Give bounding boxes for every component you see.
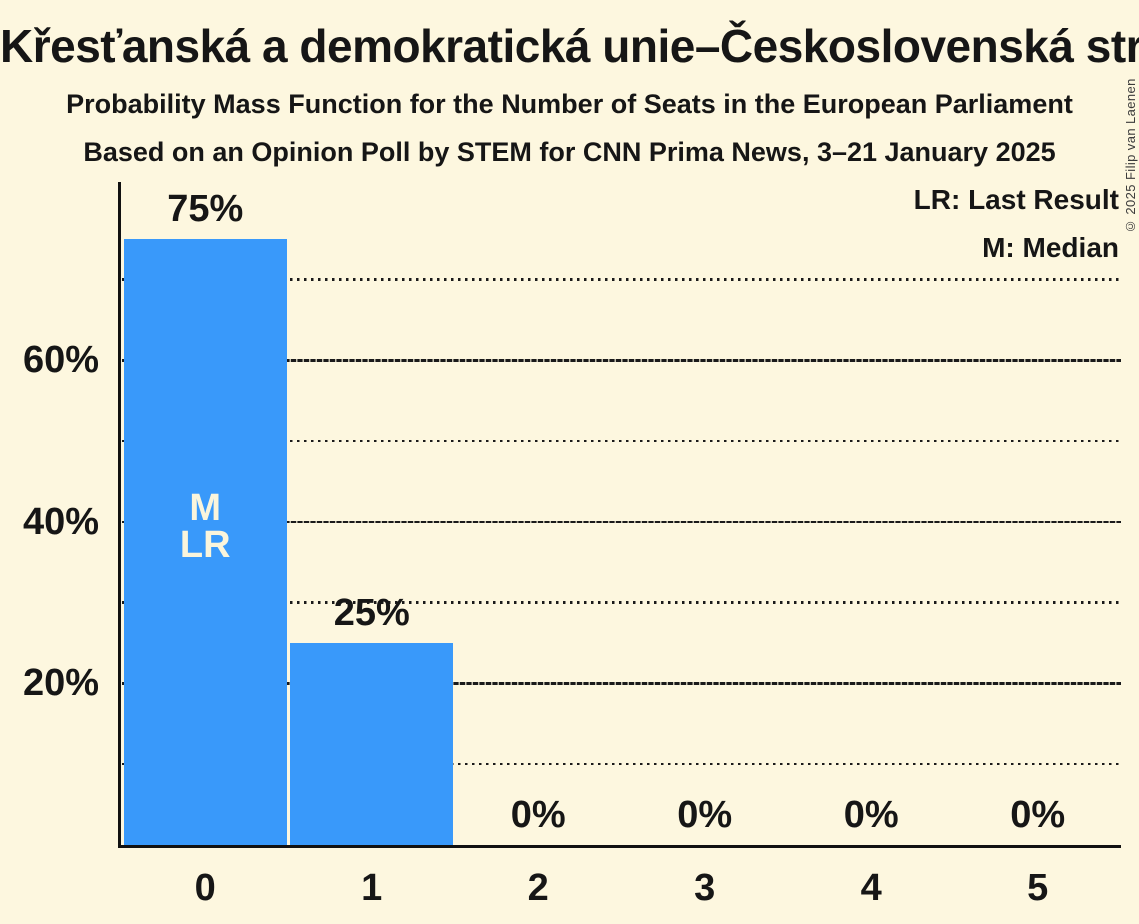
gridline-40-pct xyxy=(122,520,1121,524)
x-axis-tick-labels: 0 1 2 3 4 5 xyxy=(122,864,1121,912)
bar-value-label-5: 0% xyxy=(1010,794,1066,836)
annotation-line-LR: LR xyxy=(179,524,231,566)
annotation-line-M: M xyxy=(189,487,222,529)
x-axis-line xyxy=(118,845,1121,848)
y-axis-line xyxy=(118,182,121,848)
x-tick-label-1: 1 xyxy=(361,867,383,909)
x-tick-label-3: 3 xyxy=(694,867,716,909)
gridline-50-pct xyxy=(122,439,1121,443)
gridline-30-pct xyxy=(122,601,1121,604)
y-axis-label-40: 40% xyxy=(22,500,99,543)
chart-title: Křesťanská a demokratická unie–Českoslov… xyxy=(0,20,1139,72)
y-axis-label-60: 60% xyxy=(22,339,99,382)
copyright-notice: © 2025 Filip van Laenen xyxy=(1123,78,1138,234)
gridline-10-pct xyxy=(122,763,1121,766)
bar-value-label-2: 0% xyxy=(510,794,566,836)
median-last-result-annotation: M LR xyxy=(122,487,289,566)
gridline-70-pct xyxy=(122,278,1121,281)
plot-area: 75% 25% 0% 0% 0% 0% M LR xyxy=(122,182,1121,845)
gridline-60-pct xyxy=(122,359,1121,362)
bar-value-label-4: 0% xyxy=(843,794,899,836)
bar-seats-1 xyxy=(290,643,454,845)
x-tick-label-2: 2 xyxy=(527,867,549,909)
bar-value-label-3: 0% xyxy=(677,794,733,836)
x-tick-label-0: 0 xyxy=(194,867,216,909)
bar-value-label-0: 75% xyxy=(167,188,244,230)
bar-value-label-1: 25% xyxy=(333,592,410,634)
bar-seats-0 xyxy=(123,239,287,845)
chart-source-line: Based on an Opinion Poll by STEM for CNN… xyxy=(83,137,1056,167)
legend-median: M: Median xyxy=(982,232,1119,263)
chart-subtitle: Probability Mass Function for the Number… xyxy=(66,89,1073,119)
gridline-20-pct xyxy=(122,682,1121,685)
x-tick-label-5: 5 xyxy=(1027,867,1049,909)
y-axis-label-20: 20% xyxy=(22,662,99,705)
x-tick-label-4: 4 xyxy=(860,867,882,909)
legend-last-result: LR: Last Result xyxy=(913,184,1119,215)
legend: LR: Last Result M: Median xyxy=(914,176,1119,272)
